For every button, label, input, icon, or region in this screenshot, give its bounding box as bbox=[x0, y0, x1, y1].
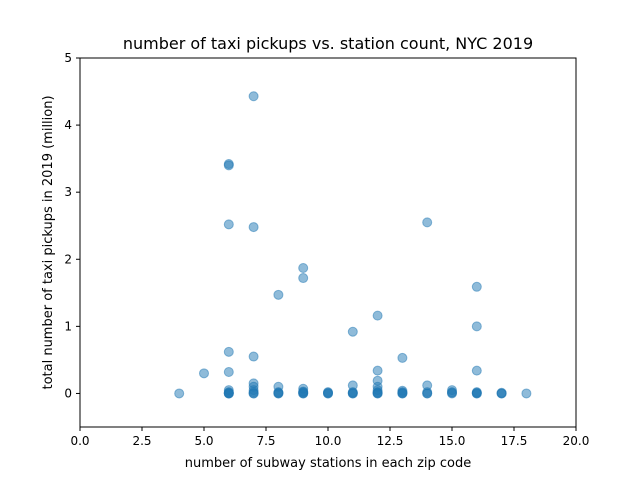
x-axis-ticks: 0.0 2.5 5.0 7.5 10.0 12.5 15.0 17.5 20.0 bbox=[70, 427, 589, 448]
scatter-point bbox=[496, 388, 507, 399]
scatter-point bbox=[298, 388, 309, 399]
scatter-point bbox=[347, 388, 358, 399]
scatter-point bbox=[471, 388, 482, 399]
x-tick-label: 10.0 bbox=[315, 434, 342, 448]
scatter-point bbox=[248, 222, 259, 233]
scatter-point bbox=[447, 388, 457, 399]
y-axis-label: total number of taxi pickups in 2019 (mi… bbox=[41, 95, 56, 389]
x-tick-label: 2.5 bbox=[132, 434, 151, 448]
scatter-point bbox=[223, 219, 234, 230]
scatter-point bbox=[471, 321, 482, 332]
scatter-point bbox=[223, 388, 234, 399]
y-axis-ticks: 0 1 2 3 4 5 bbox=[64, 51, 80, 400]
scatter-point bbox=[521, 388, 532, 399]
scatter-point bbox=[422, 217, 433, 228]
scatter-point bbox=[323, 388, 333, 399]
scatter-point bbox=[422, 388, 433, 399]
scatter-point bbox=[223, 160, 234, 171]
scatter-point bbox=[248, 91, 259, 102]
scatter-point bbox=[397, 388, 408, 399]
x-tick-label: 5.0 bbox=[194, 434, 213, 448]
scatter-point bbox=[471, 365, 482, 376]
y-tick-label: 4 bbox=[64, 118, 72, 132]
scatter-point bbox=[298, 273, 309, 284]
scatter-point bbox=[273, 289, 284, 300]
scatter-point bbox=[199, 368, 209, 379]
x-tick-label: 7.5 bbox=[256, 434, 275, 448]
y-tick-label: 3 bbox=[64, 185, 72, 199]
scatter-point bbox=[397, 352, 408, 363]
x-tick-label: 15.0 bbox=[439, 434, 466, 448]
x-tick-label: 17.5 bbox=[501, 434, 528, 448]
scatter-point bbox=[223, 366, 234, 377]
chart-title: number of taxi pickups vs. station count… bbox=[123, 34, 533, 53]
scatter-point bbox=[372, 310, 383, 321]
points-layer bbox=[174, 91, 532, 399]
x-axis-label: number of subway stations in each zip co… bbox=[185, 456, 472, 471]
scatter-point bbox=[298, 262, 309, 273]
scatter-point bbox=[273, 388, 284, 399]
scatter-point bbox=[372, 365, 383, 376]
x-tick-label: 20.0 bbox=[563, 434, 590, 448]
y-tick-label: 5 bbox=[64, 51, 72, 65]
y-tick-label: 1 bbox=[64, 319, 72, 333]
scatter-point bbox=[248, 351, 259, 362]
scatter-point bbox=[372, 388, 383, 399]
scatter-point bbox=[223, 346, 234, 357]
y-tick-label: 0 bbox=[64, 386, 72, 400]
scatter-point bbox=[174, 388, 185, 399]
y-tick-label: 2 bbox=[64, 252, 72, 266]
x-tick-label: 0.0 bbox=[70, 434, 89, 448]
scatter-point bbox=[347, 326, 358, 337]
scatter-point bbox=[471, 281, 482, 292]
x-tick-label: 12.5 bbox=[377, 434, 404, 448]
scatter-point bbox=[248, 388, 259, 399]
